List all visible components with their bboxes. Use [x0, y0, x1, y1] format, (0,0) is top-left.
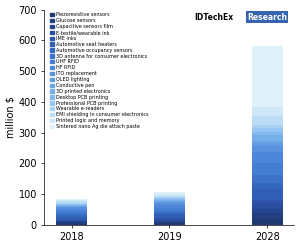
Bar: [56, 211, 87, 214]
Legend: Piezoresistive sensors, Glucose sensors, Capacitive sensors film, E-textile/wear: Piezoresistive sensors, Glucose sensors,…: [50, 12, 149, 130]
Bar: [56, 199, 87, 200]
Bar: [56, 215, 87, 217]
Bar: [56, 220, 87, 221]
Bar: [154, 202, 185, 203]
Bar: [154, 213, 185, 214]
Bar: [56, 219, 87, 220]
Bar: [56, 201, 87, 203]
Bar: [252, 152, 283, 163]
Bar: [252, 200, 283, 203]
Bar: [252, 209, 283, 213]
Bar: [252, 189, 283, 200]
Bar: [56, 221, 87, 222]
Bar: [252, 116, 283, 125]
Bar: [154, 220, 185, 222]
Bar: [56, 205, 87, 206]
Bar: [154, 201, 185, 202]
Bar: [56, 214, 87, 215]
Bar: [154, 222, 185, 223]
Bar: [154, 219, 185, 220]
Bar: [252, 128, 283, 132]
Bar: [252, 141, 283, 143]
Bar: [56, 217, 87, 219]
Bar: [56, 209, 87, 211]
Bar: [252, 219, 283, 225]
Bar: [56, 203, 87, 204]
Bar: [154, 203, 185, 205]
Bar: [56, 224, 87, 225]
Bar: [56, 206, 87, 207]
Bar: [154, 198, 185, 199]
Bar: [154, 196, 185, 197]
Bar: [154, 211, 185, 213]
Bar: [252, 143, 283, 146]
Bar: [252, 107, 283, 116]
Bar: [154, 208, 185, 211]
Bar: [154, 192, 185, 194]
Bar: [252, 213, 283, 219]
Bar: [252, 125, 283, 128]
Bar: [252, 163, 283, 175]
Bar: [154, 223, 185, 225]
Bar: [154, 199, 185, 200]
Bar: [252, 135, 283, 141]
Bar: [252, 203, 283, 209]
Bar: [154, 214, 185, 218]
Text: Research: Research: [247, 13, 287, 22]
Bar: [56, 207, 87, 209]
Bar: [56, 204, 87, 205]
Bar: [252, 175, 283, 183]
Bar: [252, 183, 283, 189]
Bar: [154, 194, 185, 196]
Bar: [56, 200, 87, 201]
Bar: [252, 146, 283, 152]
Text: IDTechEx: IDTechEx: [194, 13, 234, 22]
Y-axis label: million $: million $: [6, 96, 16, 138]
Bar: [154, 197, 185, 198]
Bar: [252, 46, 283, 107]
Bar: [56, 222, 87, 224]
Bar: [154, 218, 185, 219]
Bar: [154, 200, 185, 201]
Bar: [252, 132, 283, 135]
Bar: [154, 205, 185, 208]
